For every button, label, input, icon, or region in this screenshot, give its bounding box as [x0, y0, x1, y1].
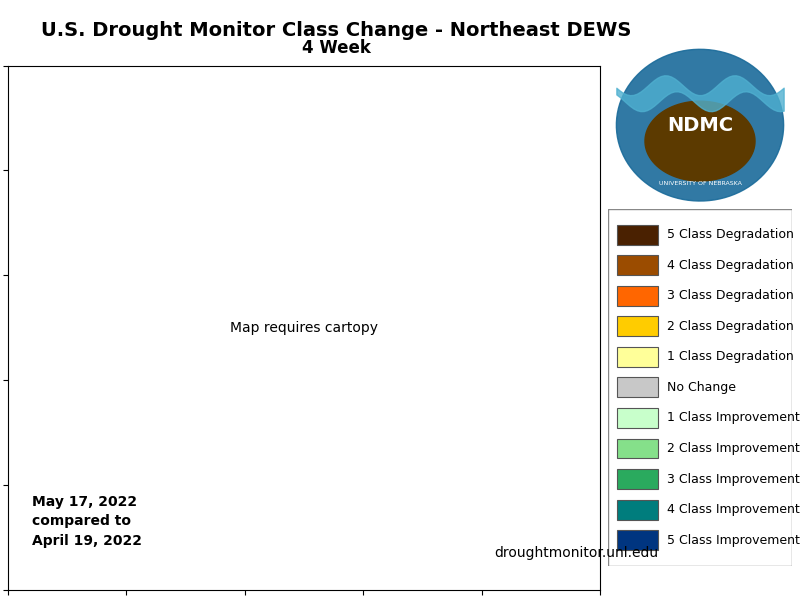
Text: UNIVERSITY OF NEBRASKA: UNIVERSITY OF NEBRASKA: [658, 181, 742, 186]
Text: 5 Class Improvement: 5 Class Improvement: [667, 533, 800, 547]
FancyBboxPatch shape: [608, 209, 792, 566]
Text: 3 Class Degradation: 3 Class Degradation: [667, 289, 794, 302]
FancyBboxPatch shape: [618, 255, 658, 275]
Text: droughtmonitor.unl.edu: droughtmonitor.unl.edu: [494, 547, 658, 560]
Text: 5 Class Degradation: 5 Class Degradation: [667, 228, 794, 241]
Text: 4 Class Improvement: 4 Class Improvement: [667, 503, 800, 516]
FancyBboxPatch shape: [618, 377, 658, 398]
Text: 4 Week: 4 Week: [302, 39, 370, 57]
FancyBboxPatch shape: [618, 347, 658, 367]
Text: No Change: No Change: [667, 381, 736, 394]
Text: NDMC: NDMC: [667, 116, 733, 135]
FancyBboxPatch shape: [618, 225, 658, 244]
Text: May 17, 2022
compared to
April 19, 2022: May 17, 2022 compared to April 19, 2022: [32, 495, 142, 548]
FancyBboxPatch shape: [618, 469, 658, 489]
Text: 1 Class Degradation: 1 Class Degradation: [667, 350, 794, 364]
FancyBboxPatch shape: [618, 408, 658, 428]
FancyBboxPatch shape: [618, 316, 658, 336]
Text: 2 Class Improvement: 2 Class Improvement: [667, 442, 800, 455]
Text: 1 Class Improvement: 1 Class Improvement: [667, 411, 800, 424]
Text: U.S. Drought Monitor Class Change - Northeast DEWS: U.S. Drought Monitor Class Change - Nort…: [41, 21, 631, 40]
Text: 3 Class Improvement: 3 Class Improvement: [667, 473, 800, 486]
FancyBboxPatch shape: [618, 439, 658, 458]
FancyBboxPatch shape: [618, 530, 658, 550]
Polygon shape: [617, 49, 784, 201]
FancyBboxPatch shape: [618, 286, 658, 306]
Polygon shape: [645, 101, 755, 181]
FancyBboxPatch shape: [618, 499, 658, 520]
Text: 2 Class Degradation: 2 Class Degradation: [667, 320, 794, 333]
Text: Map requires cartopy: Map requires cartopy: [230, 321, 378, 335]
Text: 4 Class Degradation: 4 Class Degradation: [667, 259, 794, 272]
